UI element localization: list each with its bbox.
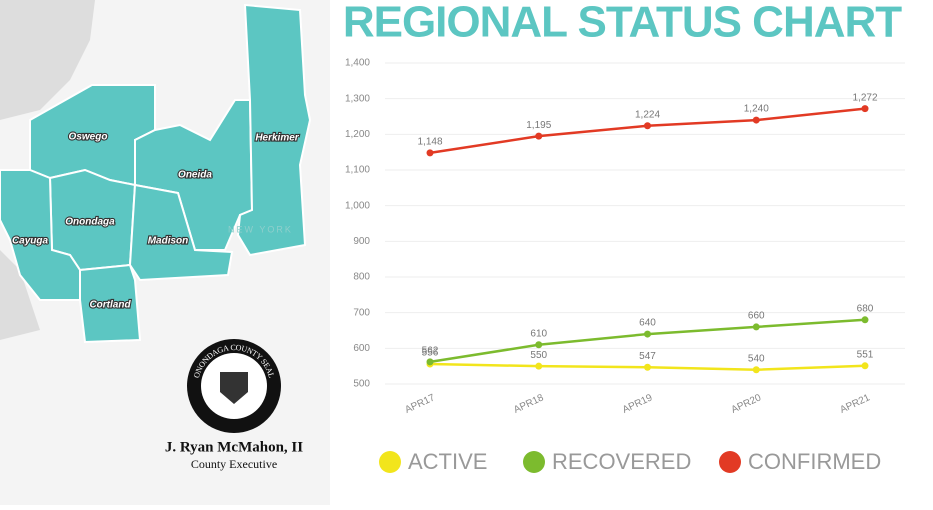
point	[752, 323, 760, 331]
point	[644, 363, 651, 371]
x-tick-label: APR18	[512, 392, 546, 416]
value-label: 556	[422, 348, 439, 359]
county-label: Cayuga	[12, 236, 49, 247]
y-tick-label: 1,000	[345, 200, 370, 211]
county-label: Herkimer	[255, 133, 299, 144]
y-tick-label: 800	[353, 272, 370, 283]
y-tick-label: 700	[353, 307, 370, 318]
seal: ONONDAGA COUNTY SEAL J. Ryan McMahon, II…	[165, 339, 303, 471]
y-tick-label: 1,400	[345, 58, 370, 69]
x-tick-label: APR20	[730, 392, 764, 416]
value-label: 540	[748, 353, 765, 364]
map: NEW YORK Oswego Oneida Herkimer Onondaga…	[0, 0, 330, 505]
county-label: Madison	[148, 236, 189, 247]
county	[79, 263, 142, 344]
point	[426, 358, 434, 366]
legend-label: RECOVERED	[552, 449, 691, 474]
legend-marker	[523, 451, 545, 473]
value-label: 547	[639, 351, 656, 362]
y-tick-label: 1,100	[345, 165, 370, 176]
point	[535, 341, 543, 349]
county-label: Cortland	[89, 300, 131, 311]
value-label: 1,240	[744, 104, 769, 115]
value-label: 610	[530, 328, 547, 339]
point	[644, 330, 651, 338]
value-label: 1,195	[526, 120, 551, 131]
legend-label: CONFIRMED	[748, 449, 881, 474]
value-label: 680	[857, 303, 874, 314]
y-tick-label: 1,200	[345, 129, 370, 140]
x-tick-label: APR17	[403, 392, 437, 416]
point	[861, 362, 869, 370]
point	[644, 122, 651, 130]
county-label: Onondaga	[65, 217, 115, 228]
chart: 500 600 700 800 900 1,000 1,100 1,200 1,300 1,400…	[345, 58, 905, 474]
x-tick-label: APR19	[621, 392, 655, 416]
value-label: 550	[530, 350, 547, 361]
legend-marker	[379, 451, 401, 473]
legend-marker	[719, 451, 741, 473]
value-label: 551	[857, 349, 874, 360]
y-tick-label: 900	[353, 236, 370, 247]
seal-shield	[220, 372, 248, 404]
x-tick-label: APR21	[838, 392, 872, 416]
executive-name: J. Ryan McMahon, II	[165, 439, 303, 455]
lake	[0, 250, 40, 340]
y-tick-label: 500	[353, 379, 370, 390]
point	[861, 105, 869, 113]
point	[861, 316, 869, 324]
county-label: Oswego	[69, 132, 108, 143]
value-label: 660	[748, 311, 765, 322]
executive-title: County Executive	[191, 457, 277, 471]
lake	[0, 0, 95, 120]
chart-title: REGIONAL STATUS CHART	[343, 0, 902, 47]
y-tick-label: 600	[353, 343, 370, 354]
value-label: 1,224	[635, 109, 660, 120]
county	[236, 3, 312, 257]
county-label: Oneida	[178, 170, 212, 181]
value-label: 562	[422, 346, 439, 357]
point	[752, 116, 760, 124]
y-tick-label: 1,300	[345, 93, 370, 104]
point	[426, 149, 434, 157]
value-label: 1,148	[417, 137, 442, 148]
legend-label: ACTIVE	[408, 449, 487, 474]
point	[535, 362, 543, 370]
point	[535, 132, 543, 140]
value-label: 640	[639, 318, 656, 329]
value-label: 1,272	[852, 92, 877, 103]
point	[752, 366, 760, 374]
state-label: NEW YORK	[228, 224, 293, 234]
